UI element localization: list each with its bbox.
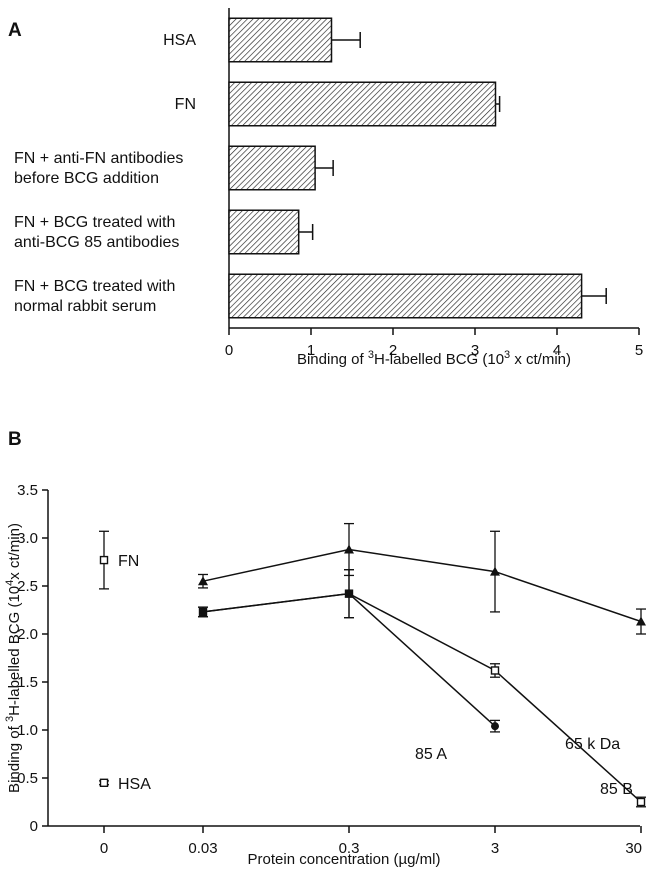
category-label: HSA xyxy=(163,32,196,49)
y-tick-label: 2.0 xyxy=(17,626,38,643)
circle-marker xyxy=(345,589,353,598)
panel-a-x-ticks: 0 1 2 3 4 5 xyxy=(225,328,643,359)
triangle-marker xyxy=(344,544,354,554)
x-tick-label: 2 xyxy=(389,342,397,359)
y-tick-label: 0 xyxy=(30,818,38,835)
y-tick-label: 3.5 xyxy=(17,482,38,499)
square-marker xyxy=(99,555,109,565)
bar xyxy=(228,81,497,127)
y-tick-label: 3.0 xyxy=(17,530,38,547)
y-tick-label: 1.0 xyxy=(17,722,38,739)
x-tick-label: 0 xyxy=(225,342,233,359)
panel-b-x-ticks: 0 0.03 0.3 3 30 xyxy=(100,826,642,857)
panel-b-y-ticks: 0 0.5 1.0 1.5 2.0 2.5 3.0 3.5 xyxy=(17,482,48,835)
x-tick-label: 3 xyxy=(491,840,499,857)
series-line xyxy=(202,548,642,623)
panel-a-bar-chart: A HSA FN FN + anti-FN antibodies before BCG… xyxy=(8,8,643,368)
y-tick-label: 2.5 xyxy=(17,578,38,595)
panel-a-label: A xyxy=(8,20,22,41)
control-fn: FN xyxy=(99,530,139,590)
control-label: HSA xyxy=(118,776,151,793)
control-hsa: HSA xyxy=(99,776,151,793)
x-tick-label: 1 xyxy=(307,342,315,359)
y-tick-label: 0.5 xyxy=(17,770,38,787)
panel-b-series: 65 k Da 85 B 85 A xyxy=(198,522,646,808)
triangle-marker xyxy=(636,616,646,626)
square-marker xyxy=(99,778,109,787)
square-marker xyxy=(490,666,500,675)
triangle-marker xyxy=(198,576,208,586)
panel-a-x-axis-label: Binding of 3H-labelled BCG (103 x ct/min… xyxy=(297,349,571,368)
x-tick-label: 0.03 xyxy=(188,840,217,857)
bar xyxy=(228,209,300,255)
category-label: FN xyxy=(175,96,196,113)
series-85-a: 85 A xyxy=(198,569,500,763)
panel-b-y-axis-label: Binding of 3H-labelled BCG (104x ct/min) xyxy=(4,523,23,793)
bar xyxy=(228,145,316,191)
x-tick-label: 30 xyxy=(625,840,642,857)
panel-b-x-axis-label: Protein concentration (µg/ml) xyxy=(248,851,441,868)
series-85-b: 85 B xyxy=(198,569,646,808)
series-65-k-da: 65 k Da xyxy=(198,522,646,753)
x-tick-label: 5 xyxy=(635,342,643,359)
panel-b-label: B xyxy=(8,429,22,450)
panel-a-bars: HSA FN FN + anti-FN antibodies before BCG a… xyxy=(14,17,607,319)
square-marker xyxy=(636,797,646,807)
x-tick-label: 0 xyxy=(100,840,108,857)
series-line xyxy=(202,592,642,803)
series-label: 85 B xyxy=(600,781,633,798)
circle-marker xyxy=(491,722,499,731)
circle-marker xyxy=(199,607,207,616)
bar xyxy=(228,17,333,63)
category-label: FN + anti-FN antibodies before BCG additi… xyxy=(14,150,183,187)
panel-b-line-chart: B 0 0.5 1.0 1.5 2.0 2.5 3.0 3.5 0 0.03 0.3 3 30 65 … xyxy=(4,429,646,868)
y-tick-label: 1.5 xyxy=(17,674,38,691)
series-label: 85 A xyxy=(415,746,447,763)
triangle-marker xyxy=(490,566,500,576)
series-label: 65 k Da xyxy=(565,736,620,753)
category-label: FN + BCG treated with anti-BCG 85 antibod… xyxy=(14,214,179,251)
x-tick-label: 3 xyxy=(471,342,479,359)
category-label: FN + BCG treated with normal rabbit serum xyxy=(14,278,175,315)
x-tick-label: 0.3 xyxy=(339,840,360,857)
control-label: FN xyxy=(118,553,139,570)
panel-b-controls: FN HSA xyxy=(99,530,151,793)
x-tick-label: 4 xyxy=(553,342,561,359)
bar xyxy=(228,273,583,319)
